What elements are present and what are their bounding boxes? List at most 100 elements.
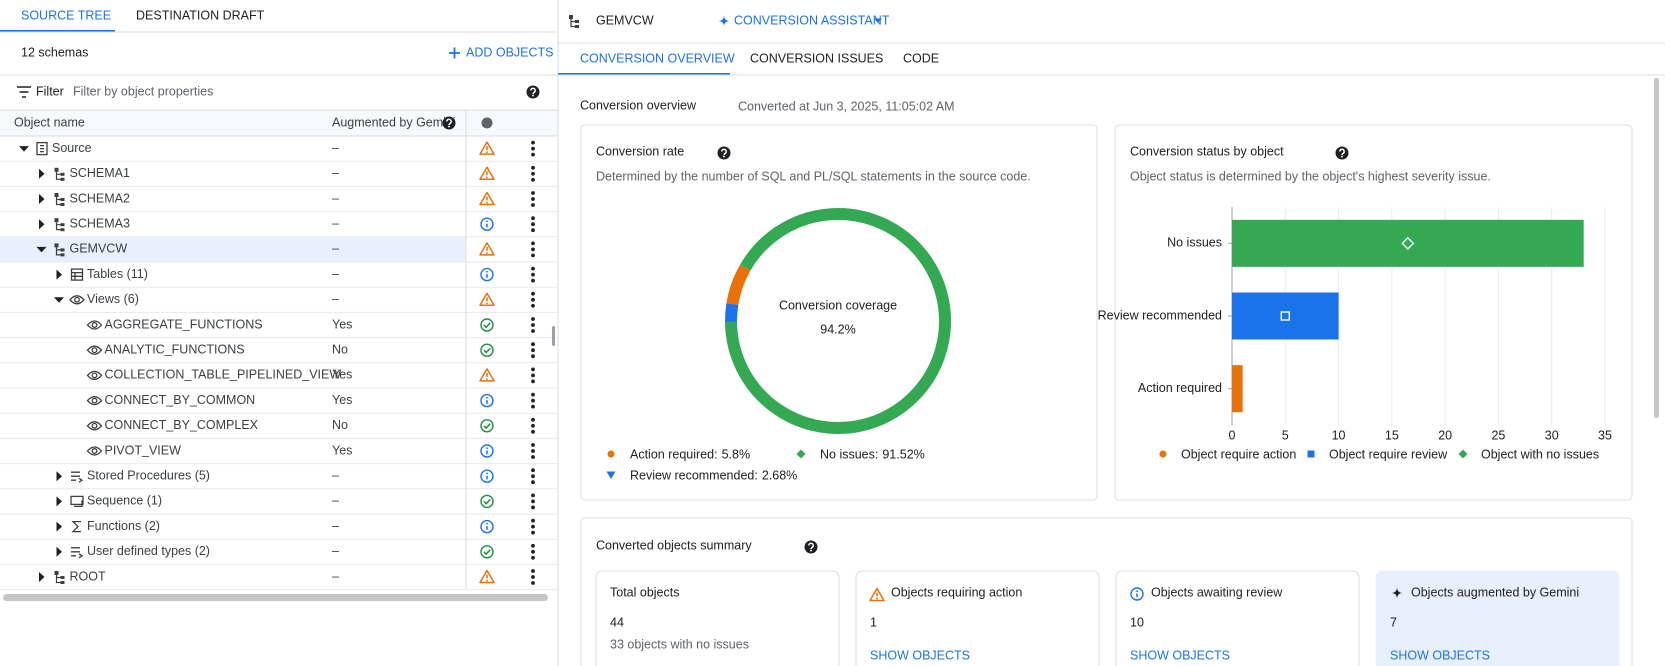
tree-node-name[interactable]: ANALYTIC_FUNCTIONS	[105, 342, 245, 356]
expander[interactable]	[56, 496, 63, 507]
more-menu[interactable]	[531, 323, 535, 327]
more-menu[interactable]	[531, 575, 535, 579]
more-menu[interactable]	[531, 373, 535, 378]
more-menu[interactable]	[531, 222, 535, 227]
more-menu[interactable]	[531, 555, 535, 560]
more-menu[interactable]	[531, 549, 535, 554]
tree-node-name[interactable]: Tables (11)	[87, 267, 148, 281]
more-menu[interactable]	[531, 197, 535, 201]
expander[interactable]	[56, 269, 63, 280]
expander[interactable]	[54, 297, 64, 303]
more-menu[interactable]	[531, 228, 535, 233]
tree-node-name[interactable]: SCHEMA3	[70, 216, 130, 230]
show-objects-link[interactable]: SHOW OBJECTS	[1130, 648, 1230, 662]
more-menu[interactable]	[531, 266, 535, 271]
dropdown-caret[interactable]	[874, 18, 882, 24]
tree-node-name[interactable]: SCHEMA1	[70, 166, 130, 180]
tree-node-name[interactable]: CONNECT_BY_COMMON	[105, 393, 256, 407]
tree-node-name[interactable]: Views (6)	[87, 292, 139, 306]
tree-node-name[interactable]: SCHEMA2	[70, 191, 130, 205]
tree-node-name[interactable]: AGGREGATE_FUNCTIONS	[105, 317, 263, 331]
more-menu[interactable]	[531, 317, 535, 321]
more-menu[interactable]	[531, 253, 535, 258]
more-menu[interactable]	[531, 152, 535, 157]
expander[interactable]	[56, 471, 63, 482]
more-menu[interactable]	[531, 449, 535, 453]
expander[interactable]	[36, 246, 47, 253]
help-icon[interactable]	[804, 540, 818, 554]
help-icon[interactable]	[1335, 146, 1349, 160]
more-menu[interactable]	[531, 524, 535, 529]
tree-node-name[interactable]: ROOT	[70, 569, 106, 583]
more-menu[interactable]	[531, 216, 535, 221]
view-tab[interactable]: CONVERSION ISSUES	[750, 51, 883, 65]
expander[interactable]	[56, 521, 63, 532]
expander[interactable]	[39, 572, 45, 582]
tree-node-name[interactable]: PIVOT_VIEW	[105, 443, 182, 457]
show-objects-link[interactable]: SHOW OBJECTS	[1390, 648, 1490, 662]
more-menu[interactable]	[531, 272, 535, 277]
more-menu[interactable]	[531, 423, 535, 428]
tree-node-name[interactable]: GEMVCW	[70, 242, 128, 256]
more-menu[interactable]	[531, 329, 535, 333]
tree-node-name[interactable]: Sequence (1)	[87, 494, 162, 508]
filter-input[interactable]: Filter by object properties	[73, 84, 213, 98]
more-menu[interactable]	[531, 530, 535, 535]
expander[interactable]	[19, 146, 29, 152]
more-menu[interactable]	[531, 297, 535, 302]
more-menu[interactable]	[531, 518, 535, 523]
more-menu[interactable]	[531, 241, 535, 246]
help-icon[interactable]	[442, 116, 456, 130]
add-icon[interactable]	[449, 47, 460, 59]
more-menu[interactable]	[531, 140, 535, 145]
add-objects-button[interactable]: ADD OBJECTS	[466, 45, 554, 59]
more-menu[interactable]	[531, 392, 535, 397]
more-menu[interactable]	[531, 146, 535, 151]
more-menu[interactable]	[531, 404, 535, 409]
more-menu[interactable]	[531, 581, 535, 585]
view-tab[interactable]: CONVERSION OVERVIEW	[580, 51, 735, 65]
more-menu[interactable]	[531, 348, 535, 353]
help-icon[interactable]	[526, 85, 540, 99]
more-menu[interactable]	[531, 367, 535, 372]
more-menu[interactable]	[531, 468, 535, 473]
more-menu[interactable]	[531, 429, 535, 434]
expander[interactable]	[39, 194, 45, 204]
more-menu[interactable]	[531, 474, 535, 479]
more-menu[interactable]	[531, 354, 535, 359]
tree-node-name[interactable]: User defined types (2)	[87, 544, 210, 558]
more-menu[interactable]	[531, 291, 535, 296]
more-menu[interactable]	[531, 499, 535, 504]
show-objects-link[interactable]: SHOW OBJECTS	[870, 648, 970, 662]
help-icon[interactable]	[717, 146, 731, 160]
tree-node-name[interactable]: Functions (2)	[87, 519, 160, 533]
more-menu[interactable]	[531, 569, 535, 573]
more-menu[interactable]	[531, 493, 535, 498]
expander[interactable]	[39, 168, 45, 179]
more-menu[interactable]	[531, 303, 535, 308]
more-menu[interactable]	[531, 480, 535, 485]
panel-tab[interactable]: SOURCE TREE	[21, 8, 111, 22]
more-menu[interactable]	[531, 398, 535, 403]
more-menu[interactable]	[531, 203, 535, 207]
assistant-button[interactable]: CONVERSION ASSISTANT	[734, 13, 890, 27]
more-menu[interactable]	[531, 543, 535, 548]
more-menu[interactable]	[531, 505, 535, 510]
tree-node-name[interactable]: COLLECTION_TABLE_PIPELINED_VIEW	[105, 368, 342, 382]
view-tab[interactable]: CODE	[903, 51, 939, 65]
more-menu[interactable]	[531, 247, 535, 252]
more-menu[interactable]	[531, 342, 535, 347]
more-menu[interactable]	[531, 191, 535, 195]
more-menu[interactable]	[531, 443, 535, 447]
tree-node-name[interactable]: Stored Procedures (5)	[87, 468, 210, 482]
expander[interactable]	[39, 219, 45, 230]
more-menu[interactable]	[531, 171, 535, 176]
expander[interactable]	[56, 546, 63, 557]
more-menu[interactable]	[531, 278, 535, 283]
more-menu[interactable]	[531, 177, 535, 182]
more-menu[interactable]	[531, 417, 535, 422]
tree-node-name[interactable]: Source	[52, 141, 92, 155]
more-menu[interactable]	[531, 455, 535, 459]
more-menu[interactable]	[531, 165, 535, 170]
panel-tab[interactable]: DESTINATION DRAFT	[136, 8, 265, 22]
